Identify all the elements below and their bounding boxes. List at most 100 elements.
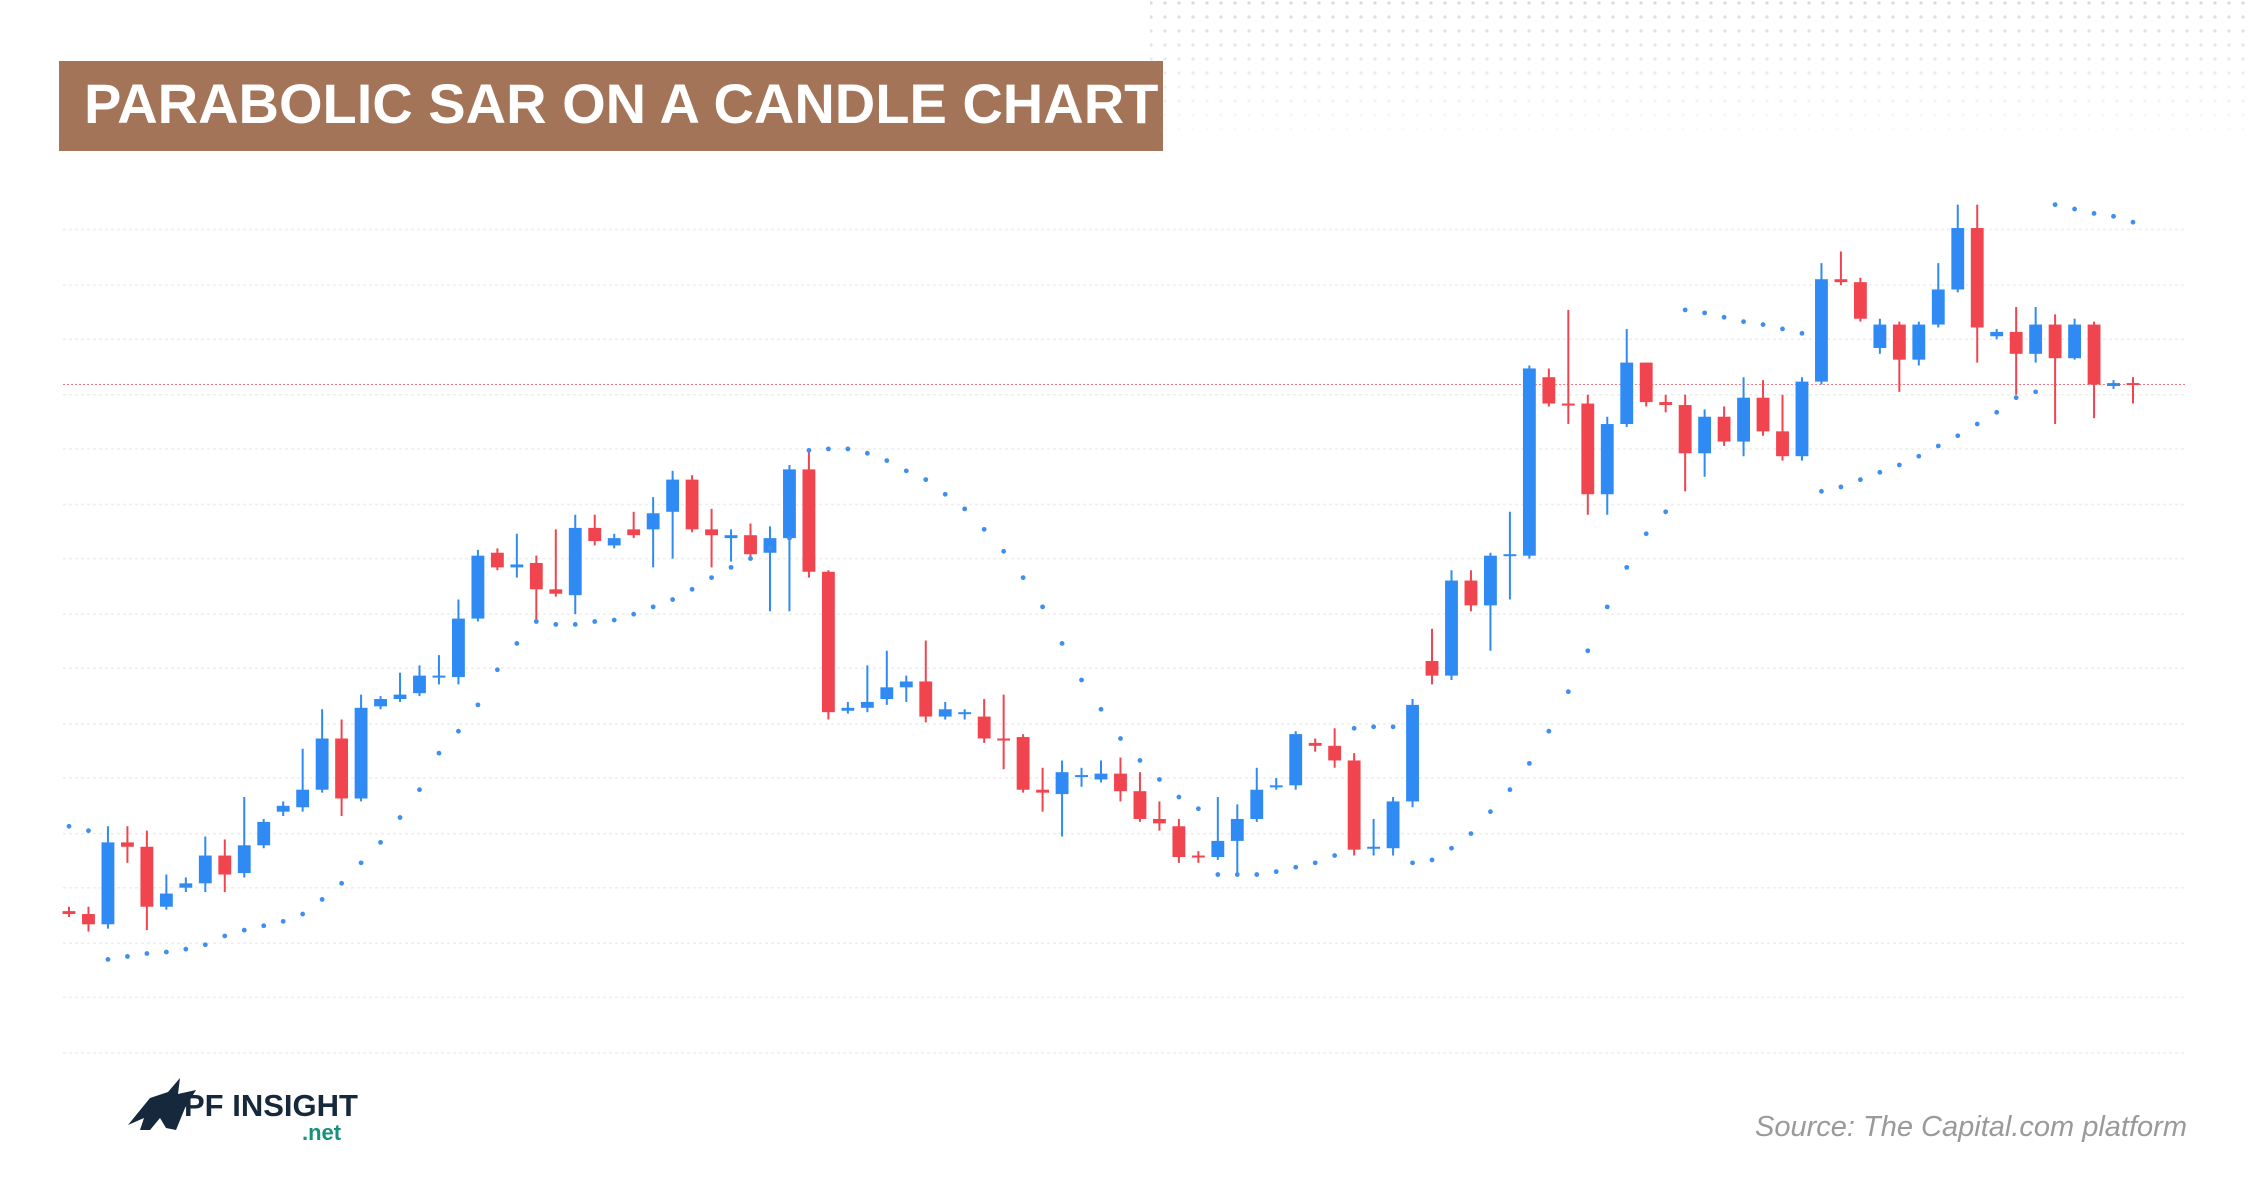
sar-dot [650, 604, 656, 610]
candle-body [1620, 362, 1634, 425]
sar-dot [1040, 604, 1045, 610]
sar-dot [1449, 845, 1454, 851]
sar-dot [767, 545, 773, 551]
sar-dot [1974, 421, 1980, 427]
sar-dot [1916, 453, 1922, 459]
candle-body [1659, 402, 1673, 406]
candle-body [82, 914, 95, 925]
sar-dot [417, 787, 422, 793]
candle-body [646, 513, 660, 530]
sar-dot [2013, 395, 2019, 401]
sar-dot [1838, 484, 1844, 490]
sar-dot [2033, 389, 2039, 395]
candle-body [958, 712, 972, 715]
sar-dot [1994, 409, 2000, 415]
sar-dot [1468, 831, 1474, 836]
sar-dot [748, 556, 753, 562]
candle-body [705, 529, 718, 536]
candle-body [1931, 289, 1945, 325]
sar-dot [144, 951, 150, 956]
candle-body [529, 562, 543, 590]
candle-body [1776, 431, 1789, 457]
sar-dot [183, 946, 189, 952]
candle-body [1172, 826, 1186, 857]
candle-body [1386, 801, 1400, 849]
sar-dot [1410, 860, 1415, 866]
sar-dot [942, 491, 948, 497]
candle-body [1717, 416, 1731, 442]
sar-dot [66, 823, 72, 829]
candle-body [568, 527, 582, 596]
logo-name: PF INSIGHT [184, 1088, 358, 1123]
chart-title: PARABOLIC SAR ON A CANDLE CHART [84, 72, 1158, 135]
sar-dot [2072, 206, 2077, 212]
candle-body [938, 709, 952, 717]
sar-dot [436, 750, 442, 756]
candle-body [977, 716, 991, 739]
candle-body [899, 681, 913, 688]
dot-fade [1150, 0, 2250, 150]
sar-dot [1293, 864, 1299, 870]
sar-dot [884, 458, 890, 464]
sar-dot [1157, 777, 1162, 782]
candle-body [763, 538, 777, 553]
sar-dot [572, 622, 578, 627]
sar-dot [1371, 724, 1377, 730]
sar-dot [163, 949, 169, 955]
sar-dot [1896, 462, 1902, 468]
sar-dot [689, 586, 695, 592]
sar-dot [864, 450, 870, 456]
plot-area [62, 202, 2187, 1054]
candle-body [1211, 840, 1225, 857]
sar-dot [2130, 219, 2136, 225]
candle-body [1094, 773, 1108, 780]
candle-body [1289, 734, 1303, 786]
title-box [59, 61, 1163, 151]
candle-body [1561, 403, 1575, 406]
sar-dot [319, 897, 325, 902]
sar-dot [1020, 575, 1026, 581]
sar-dot [1526, 760, 1532, 766]
candle-body [62, 911, 76, 915]
logo-icon [128, 1078, 196, 1130]
sar-dot [1819, 488, 1824, 494]
sar-dot [1799, 330, 1805, 336]
candle-body [821, 571, 835, 713]
candle-body [1639, 362, 1653, 403]
candle-body [1951, 228, 1965, 290]
candle-body [1912, 324, 1926, 360]
sar-dot [1312, 860, 1318, 866]
logo: PF INSIGHT .net [128, 1078, 358, 1145]
sar-dot [728, 564, 734, 570]
candle-body [685, 479, 699, 530]
candle-body [101, 842, 115, 925]
candle-body [744, 535, 757, 555]
candle-body [432, 675, 446, 678]
sar-dot [533, 619, 539, 624]
sar-dot [806, 447, 812, 453]
candle-body [140, 846, 154, 907]
candle-body [2009, 331, 2023, 354]
candle-body [1425, 660, 1439, 676]
sar-dot [1585, 648, 1591, 654]
sar-dot [1546, 728, 1552, 734]
candle-body [1367, 846, 1381, 849]
sar-dot [125, 954, 130, 959]
sar-dot [1877, 469, 1883, 475]
sar-dot [1390, 724, 1396, 730]
sar-dot [105, 956, 111, 962]
candle-body [452, 618, 465, 678]
sar-dot [1332, 853, 1338, 858]
sar-dot [300, 911, 306, 917]
sar-dot [378, 839, 383, 845]
candle-body [783, 469, 796, 539]
candle-body [393, 694, 407, 700]
candle-body [1230, 818, 1244, 841]
candle-body [1581, 403, 1595, 495]
sar-dot [1682, 307, 1688, 313]
sar-dot [903, 468, 909, 474]
sar-dot [709, 575, 714, 581]
sar-dot [1935, 443, 1941, 449]
sar-dot [1059, 641, 1065, 646]
